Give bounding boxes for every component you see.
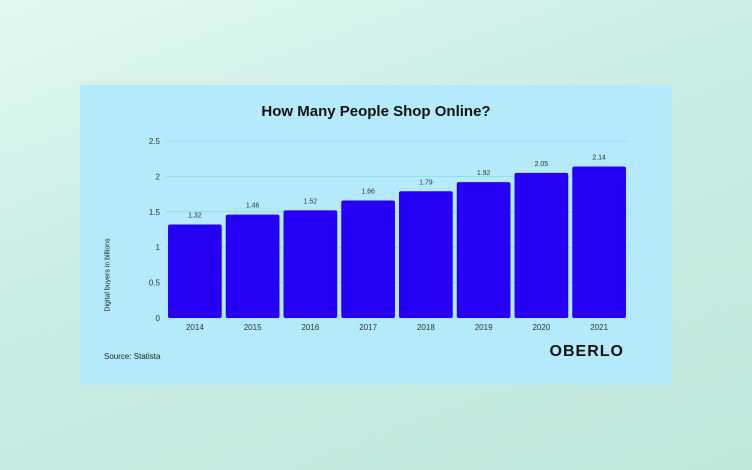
chart-card: How Many People Shop Online? Digital buy… [80, 85, 672, 385]
x-tick-label: 2016 [301, 323, 319, 332]
chart-title: How Many People Shop Online? [261, 103, 491, 120]
x-tick-label: 2017 [359, 323, 377, 332]
y-tick-label: 2.5 [149, 137, 161, 146]
y-tick-label: 0 [156, 314, 161, 323]
data-label: 1.79 [419, 179, 433, 186]
data-label: 1.52 [304, 198, 318, 205]
bar-2018 [399, 191, 453, 318]
bar-chart: 00.511.522.51.3220141.4620151.5220161.66… [149, 137, 628, 332]
x-tick-label: 2021 [590, 323, 608, 332]
bar-2015 [225, 214, 280, 318]
data-label: 1.32 [188, 213, 202, 220]
bar-2020 [514, 172, 569, 318]
y-tick-label: 1 [156, 243, 161, 252]
bar-2019 [456, 182, 511, 318]
bar-2017 [341, 200, 395, 318]
bar-2014 [168, 224, 222, 318]
x-tick-label: 2019 [475, 323, 493, 332]
data-label: 1.66 [361, 188, 375, 195]
x-tick-label: 2015 [244, 323, 262, 332]
data-label: 2.05 [535, 161, 549, 168]
x-tick-label: 2014 [186, 323, 204, 332]
bar-2016 [283, 210, 338, 318]
x-tick-label: 2018 [417, 323, 435, 332]
data-label: 1.92 [477, 170, 491, 177]
y-tick-label: 2 [156, 172, 161, 181]
source-note: Source: Statista [104, 352, 161, 361]
y-tick-label: 0.5 [149, 279, 161, 288]
y-tick-label: 1.5 [149, 208, 161, 217]
bar-2021 [572, 166, 626, 318]
data-label: 1.46 [246, 203, 260, 210]
oberlo-logo: OBERLO [549, 343, 624, 360]
data-label: 2.14 [592, 154, 606, 161]
x-tick-label: 2020 [532, 323, 550, 332]
